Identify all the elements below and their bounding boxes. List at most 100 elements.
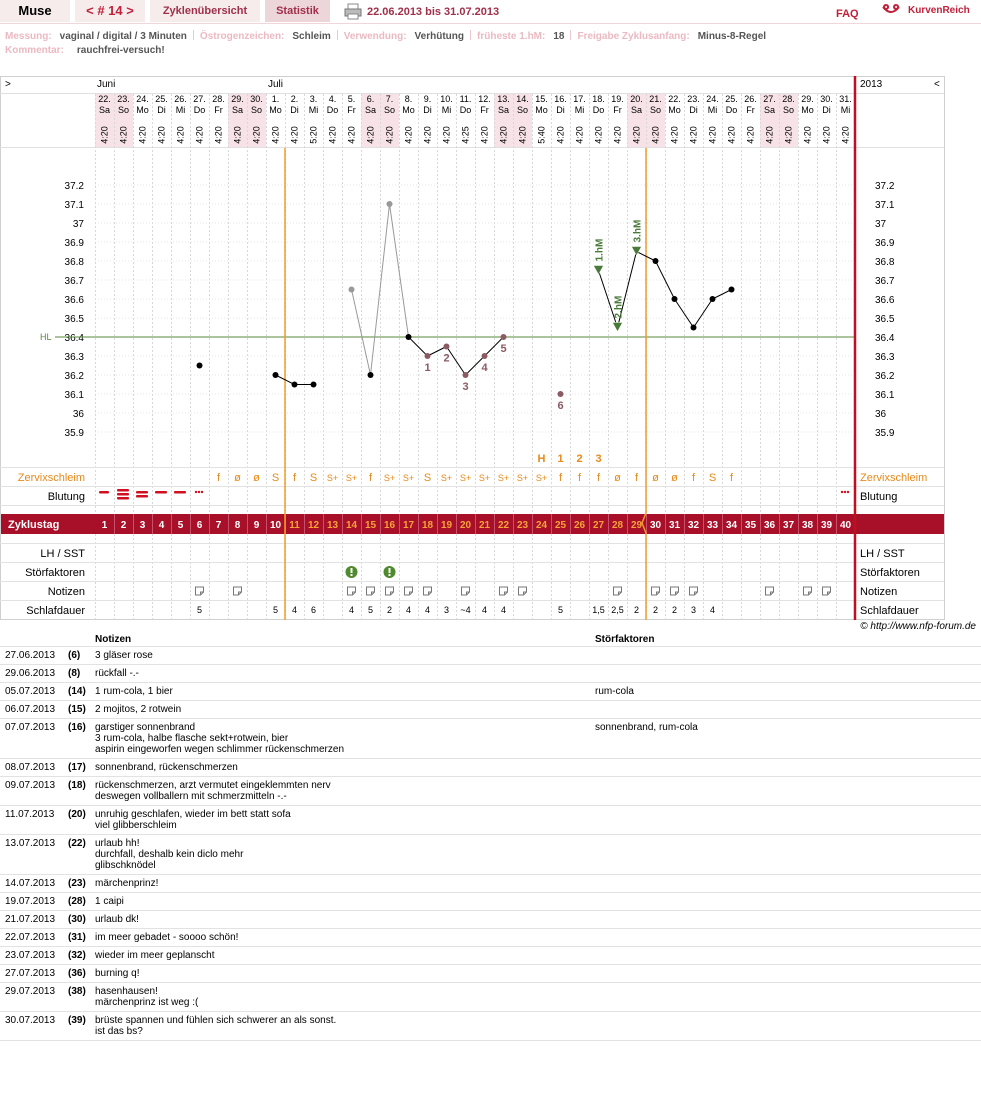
factor-cell: sonnenbrand, rum-cola bbox=[595, 718, 981, 759]
comment-line: Kommentar: rauchfrei-versuch! bbox=[5, 44, 165, 58]
note-date: 27.06.2013 bbox=[5, 650, 56, 661]
cycle-nav[interactable]: < # 14 > bbox=[75, 0, 145, 22]
weekday-label: Di bbox=[689, 105, 698, 115]
time-label: 4:20 bbox=[765, 126, 775, 144]
temp-segment bbox=[275, 374, 295, 385]
cycle-day: 11 bbox=[289, 520, 300, 531]
factor-cell bbox=[595, 910, 981, 929]
day-label: 11. bbox=[460, 94, 472, 104]
cycle-day: 31 bbox=[669, 520, 681, 531]
tab-stats[interactable]: Statistik bbox=[265, 0, 330, 22]
info-label: Messung: bbox=[5, 31, 52, 42]
factor-cell bbox=[595, 1011, 981, 1041]
temp-segment bbox=[484, 336, 504, 357]
y-tick-label: 37.1 bbox=[65, 200, 85, 211]
note-row: 05.07.2013 (14) 1 rum-cola, 1 bier rum-cola bbox=[0, 682, 981, 701]
print-icon[interactable] bbox=[344, 3, 362, 20]
day-label: 7. bbox=[386, 94, 394, 104]
note-date: 06.07.2013 bbox=[5, 704, 56, 715]
note-date: 05.07.2013 bbox=[5, 686, 56, 697]
cycle-day: 8 bbox=[235, 520, 241, 531]
factor-text: sonnenbrand, rum-cola bbox=[595, 722, 698, 733]
day-label: 31. bbox=[839, 94, 852, 104]
faq-link[interactable]: FAQ bbox=[836, 8, 859, 20]
month-label: Juni bbox=[97, 79, 115, 90]
day-label: 9. bbox=[424, 94, 432, 104]
day-label: 24. bbox=[706, 94, 719, 104]
chart-frame bbox=[0, 76, 945, 620]
day-label: 4. bbox=[329, 94, 337, 104]
factor-cell bbox=[595, 964, 981, 983]
temp-point bbox=[272, 372, 279, 378]
day-label: 13. bbox=[497, 94, 510, 104]
user-tab[interactable]: Muse bbox=[0, 0, 70, 22]
day-label: 22. bbox=[98, 94, 111, 104]
note-line: 1 rum-cola, 1 bier bbox=[95, 686, 173, 697]
note-line: sonnenbrand, rückenschmerzen bbox=[95, 762, 238, 773]
note-date-cell: 30.07.2013 (39) bbox=[0, 1011, 95, 1041]
info-value: Verhütung bbox=[414, 31, 464, 42]
separator bbox=[570, 30, 572, 40]
note-date-cell: 07.07.2013 (16) bbox=[0, 718, 95, 759]
note-date: 30.07.2013 bbox=[5, 1015, 56, 1026]
note-day: (16) bbox=[68, 722, 86, 733]
note-icon bbox=[765, 586, 774, 596]
note-line: garstiger sonnenbrand bbox=[95, 722, 196, 733]
info-value: Schleim bbox=[292, 31, 331, 42]
hm-label: 1.hM bbox=[595, 239, 606, 262]
time-label: 4:20 bbox=[328, 126, 338, 144]
time-label: 4:20 bbox=[841, 126, 851, 144]
sleep-value: 2 bbox=[387, 605, 392, 615]
note-icon bbox=[461, 586, 470, 596]
mucus-sign: f bbox=[597, 472, 601, 484]
day-label: 16. bbox=[554, 94, 567, 104]
notes-table: Notizen Störfaktoren 27.06.2013 (6) 3 gläser… bbox=[0, 633, 981, 1041]
mucus-sign: f bbox=[293, 472, 297, 484]
mucus-sign: f bbox=[730, 472, 734, 484]
factor-cell bbox=[595, 892, 981, 911]
time-label: 4:20 bbox=[708, 126, 718, 144]
weekday-label: Do bbox=[593, 105, 605, 115]
sleep-value: 3 bbox=[444, 605, 449, 615]
note-icon bbox=[233, 586, 242, 596]
note-date-cell: 19.07.2013 (28) bbox=[0, 892, 95, 911]
cycle-day: 24 bbox=[536, 520, 548, 531]
note-text-cell: sonnenbrand, rückenschmerzen bbox=[95, 758, 595, 777]
time-label: 4:20 bbox=[176, 126, 186, 144]
info-label: Freigabe Zyklusanfang: bbox=[577, 31, 690, 42]
weekday-label: So bbox=[650, 105, 661, 115]
logo-text[interactable]: KurvenReich bbox=[908, 5, 970, 16]
day-label: 3. bbox=[310, 94, 318, 104]
cycle-day: 18 bbox=[422, 520, 434, 531]
tab-overview[interactable]: Zyklenübersicht bbox=[150, 0, 260, 22]
day-label: 1. bbox=[272, 94, 280, 104]
y-tick-label: 36 bbox=[73, 409, 85, 420]
low-label: 6 bbox=[557, 400, 563, 412]
year-label: 2013 bbox=[860, 79, 883, 90]
y-tick-label: 36.3 bbox=[65, 352, 85, 363]
y-tick-label-right: 36.3 bbox=[875, 352, 895, 363]
weekday-label: Sa bbox=[498, 105, 509, 115]
day-label: 8. bbox=[405, 94, 413, 104]
mucus-sign: S+ bbox=[517, 473, 528, 483]
factor-cell bbox=[595, 982, 981, 1012]
mucus-sign: S+ bbox=[460, 473, 471, 483]
factor-text: rum-cola bbox=[595, 686, 634, 697]
cycle-day: 9 bbox=[254, 520, 260, 531]
day-label: 6. bbox=[367, 94, 375, 104]
note-row: 14.07.2013 (23) märchenprinz! bbox=[0, 874, 981, 893]
y-tick-label-right: 37.2 bbox=[875, 181, 895, 192]
bleeding-marks bbox=[99, 489, 850, 500]
low-label: 5 bbox=[500, 343, 506, 355]
temp-segment bbox=[370, 203, 390, 376]
copyright: © http://www.nfp-forum.de bbox=[860, 621, 976, 632]
weekday-label: Di bbox=[423, 105, 432, 115]
row-label: Notizen bbox=[48, 586, 85, 598]
note-day: (31) bbox=[68, 932, 86, 943]
mucus-sign: ø bbox=[671, 472, 678, 484]
note-line: burning q! bbox=[95, 968, 140, 979]
y-tick-label-right: 36.8 bbox=[875, 257, 895, 268]
note-day: (30) bbox=[68, 914, 86, 925]
note-date: 29.06.2013 bbox=[5, 668, 56, 679]
note-day: (18) bbox=[68, 780, 86, 791]
